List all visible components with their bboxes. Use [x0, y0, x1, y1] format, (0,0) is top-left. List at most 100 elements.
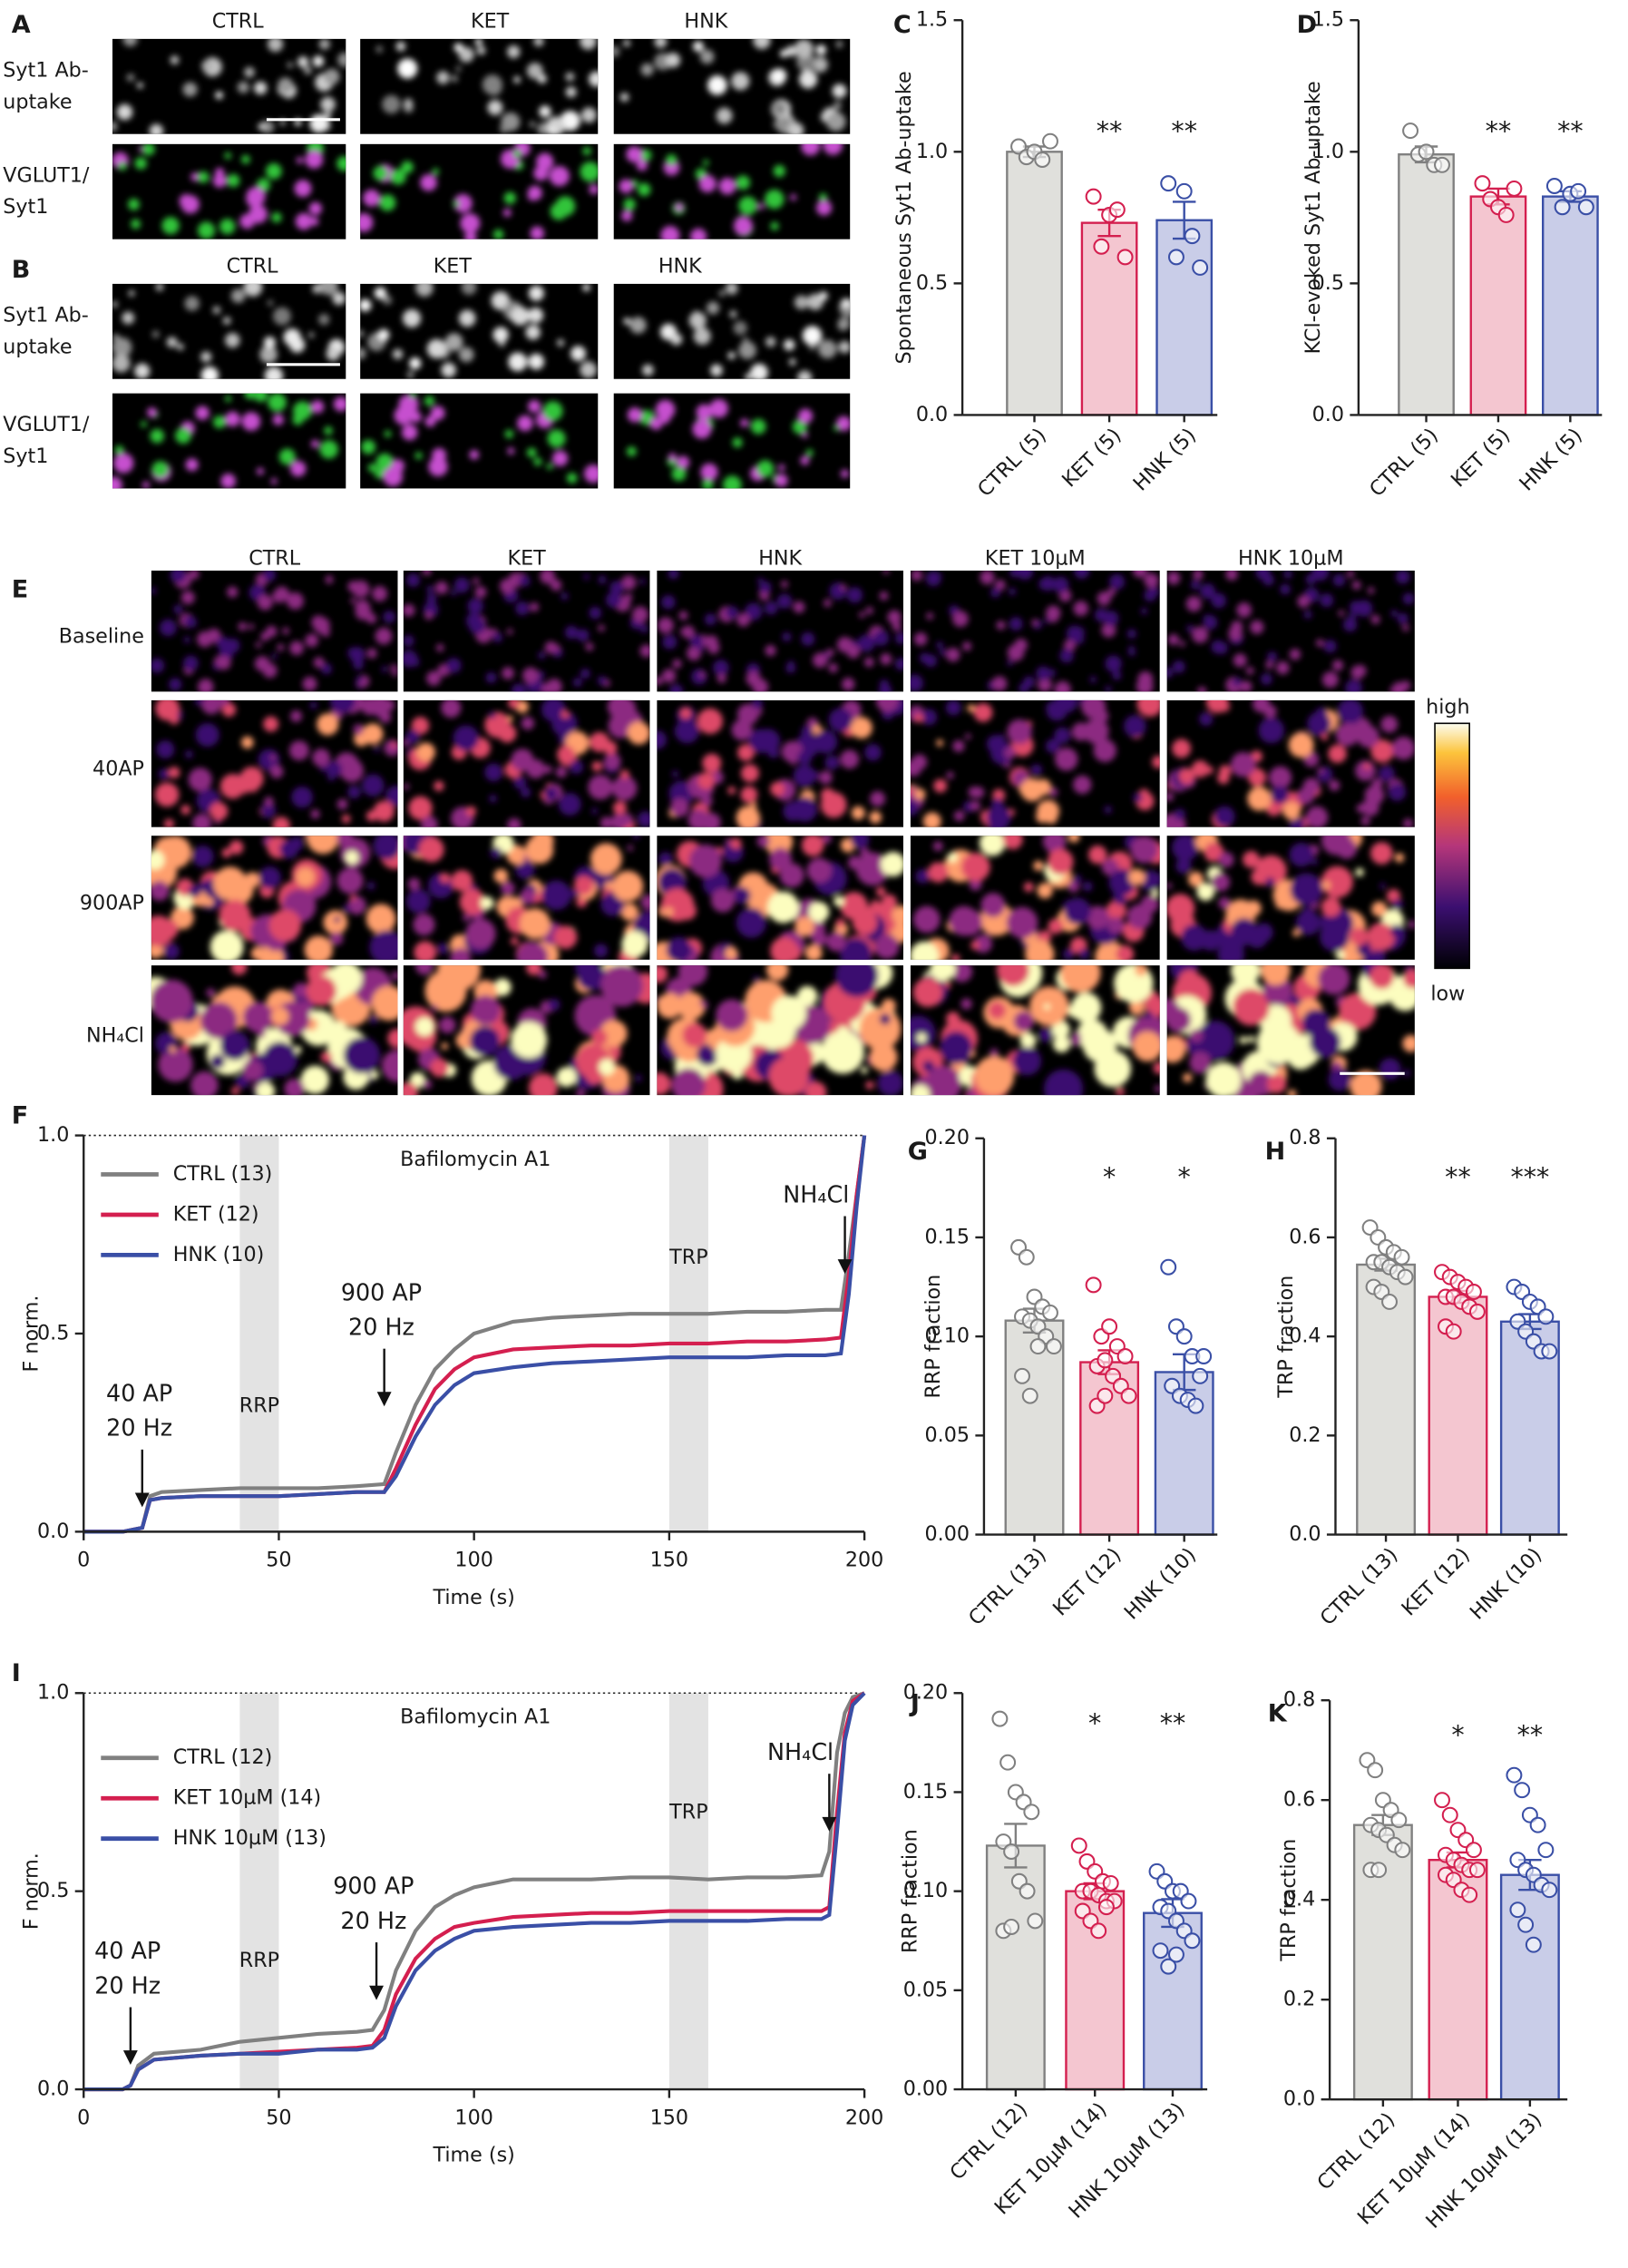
blob	[561, 728, 570, 736]
blob	[879, 1013, 891, 1025]
blob	[589, 606, 602, 620]
blob	[116, 103, 133, 121]
blob	[195, 723, 219, 748]
blob	[260, 120, 275, 134]
blob	[620, 813, 633, 826]
blob	[591, 761, 602, 772]
data-point	[1506, 180, 1523, 197]
blob	[366, 613, 377, 624]
blob	[814, 729, 838, 754]
blob	[339, 758, 364, 783]
blob	[967, 704, 976, 713]
significance: **	[1160, 1707, 1186, 1738]
blob	[175, 846, 184, 855]
blob	[806, 857, 833, 884]
blob	[678, 611, 688, 621]
blob	[363, 189, 380, 207]
blob	[930, 965, 956, 982]
blob	[253, 393, 268, 402]
image-content	[1166, 965, 1415, 1096]
blob	[725, 838, 733, 846]
blob	[395, 41, 406, 52]
blob	[1390, 610, 1399, 618]
blob	[370, 1070, 379, 1080]
blob	[550, 579, 562, 591]
blob	[1287, 1042, 1314, 1070]
blob	[513, 776, 527, 789]
blob	[895, 631, 903, 645]
blob	[850, 836, 870, 849]
y-tick-label: 1.0	[37, 1681, 69, 1705]
blob	[404, 98, 414, 108]
blob	[484, 711, 511, 738]
label: KET	[434, 254, 473, 278]
annotation: 900 AP	[341, 1278, 422, 1305]
blob	[792, 419, 807, 435]
blob	[487, 100, 503, 116]
data-point	[1160, 175, 1177, 192]
blob	[670, 333, 683, 346]
image-content	[910, 570, 1160, 692]
blob	[1007, 719, 1032, 745]
blob	[415, 283, 434, 297]
blob	[278, 77, 294, 93]
blob	[271, 653, 278, 660]
blob	[949, 905, 980, 936]
image-content	[360, 143, 599, 240]
blob	[924, 1065, 962, 1096]
blob	[835, 965, 879, 997]
blob	[159, 836, 192, 869]
blob	[1408, 920, 1415, 929]
data-point	[1468, 1303, 1486, 1320]
blob	[639, 644, 650, 658]
blob	[689, 634, 704, 649]
blob	[397, 58, 418, 79]
blob	[742, 337, 749, 344]
blob	[151, 658, 165, 673]
blob	[756, 836, 770, 848]
blob	[716, 999, 748, 1031]
blob	[1379, 765, 1395, 782]
blob	[350, 597, 356, 604]
blob	[1280, 583, 1291, 595]
blob	[801, 631, 815, 646]
blob	[861, 1066, 868, 1074]
blob	[243, 283, 263, 297]
blob	[870, 791, 886, 807]
blob	[267, 38, 284, 53]
blob	[407, 877, 421, 891]
blob	[394, 406, 414, 425]
significance: *	[1088, 1707, 1101, 1738]
blob	[507, 44, 521, 59]
line-series	[83, 1135, 867, 1534]
blob	[726, 606, 739, 619]
image-content	[657, 570, 903, 692]
blob	[201, 60, 213, 72]
blob	[1132, 570, 1147, 578]
blob	[910, 799, 919, 816]
blob	[796, 985, 818, 1007]
data-point	[1529, 1816, 1546, 1833]
blob	[163, 818, 174, 827]
blob	[440, 873, 451, 884]
blob	[1103, 611, 1119, 627]
data-point	[1474, 175, 1491, 192]
blob	[350, 894, 356, 901]
blob	[219, 774, 246, 799]
blob	[585, 642, 594, 651]
x-tick-label: HNK (5)	[1129, 424, 1202, 496]
blob	[573, 875, 594, 895]
blob	[1397, 612, 1409, 624]
blob	[482, 74, 502, 95]
blob	[401, 161, 414, 173]
data-point	[1434, 156, 1450, 173]
blob	[197, 171, 210, 183]
blob	[541, 699, 566, 722]
blob	[460, 213, 481, 234]
image-content	[623, 283, 851, 379]
blob	[782, 632, 792, 642]
blob	[556, 1067, 577, 1088]
blob	[166, 337, 178, 348]
blob	[580, 38, 597, 50]
x-tick-label: 150	[650, 2106, 688, 2129]
